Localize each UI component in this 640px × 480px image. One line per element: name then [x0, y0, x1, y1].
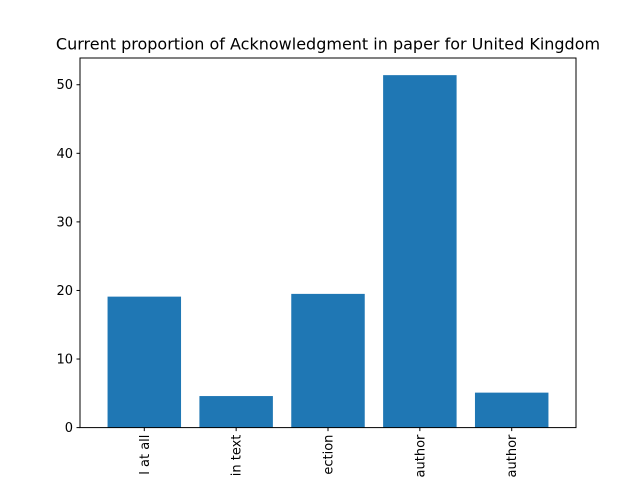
- y-tick-label: 0: [65, 421, 73, 436]
- chart-title: Current proportion of Acknowledgment in …: [56, 35, 600, 54]
- x-tick-label: l author: [413, 434, 428, 480]
- x-tick-label: author: [505, 434, 520, 477]
- x-tick-label: ection: [322, 435, 337, 475]
- bar: [199, 396, 273, 428]
- bars-group: [107, 75, 549, 428]
- x-tick-label: n in text: [230, 435, 245, 480]
- x-axis: l at all n in text ection l author author: [138, 427, 520, 480]
- y-tick-label: 50: [56, 78, 73, 93]
- y-tick-label: 40: [56, 147, 73, 162]
- bar: [291, 293, 365, 428]
- plot-frame: [79, 57, 577, 429]
- bar: [107, 296, 182, 428]
- y-axis: 0 10 20 30 40 50: [56, 78, 80, 436]
- y-tick-label: 30: [56, 215, 73, 230]
- y-tick-label: 10: [56, 353, 73, 368]
- bar: [474, 392, 549, 428]
- x-tick-label: l at all: [138, 435, 153, 475]
- bar: [383, 75, 457, 428]
- y-tick-label: 20: [56, 284, 73, 299]
